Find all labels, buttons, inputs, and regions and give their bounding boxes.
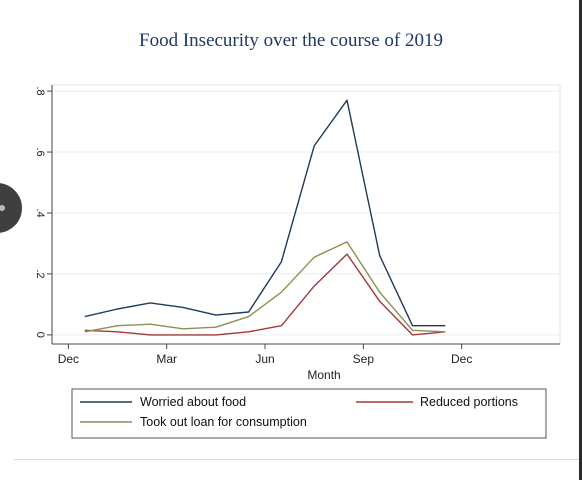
nav-dot xyxy=(0,205,5,211)
slide-bottom-rule xyxy=(14,459,579,460)
y-tick-label: .6 xyxy=(34,147,46,156)
x-tick-label: Dec xyxy=(451,352,472,366)
legend-label: Took out loan for consumption xyxy=(140,415,307,429)
window-edge xyxy=(579,0,582,480)
page-nav-circle[interactable] xyxy=(0,183,22,233)
legend-label: Worried about food xyxy=(140,395,246,409)
series-line-worried-about-food xyxy=(84,99,446,327)
x-axis-label: Month xyxy=(307,368,340,382)
chart: 0 .2 .4 .6 .8 Dec Mar Jun Sep Dec Month Worried abo… xyxy=(34,84,561,439)
x-tick-label: Mar xyxy=(156,352,177,366)
series-line-took-out-loan-for-consumption xyxy=(84,241,446,333)
legend-box xyxy=(71,388,547,439)
x-tick-label: Jun xyxy=(255,352,274,366)
slide-title: Food Insecurity over the course of 2019 xyxy=(139,30,443,51)
y-tick-label: .8 xyxy=(34,87,46,96)
x-tick-label: Dec xyxy=(58,352,79,366)
legend-label: Reduced portions xyxy=(420,395,518,409)
plot-area xyxy=(51,84,561,345)
x-tick-label: Sep xyxy=(353,352,375,366)
series-line-reduced-portions xyxy=(84,253,446,336)
y-tick-label: .2 xyxy=(34,269,46,278)
y-tick-label: .4 xyxy=(34,208,46,217)
y-tick-label: 0 xyxy=(34,332,46,338)
